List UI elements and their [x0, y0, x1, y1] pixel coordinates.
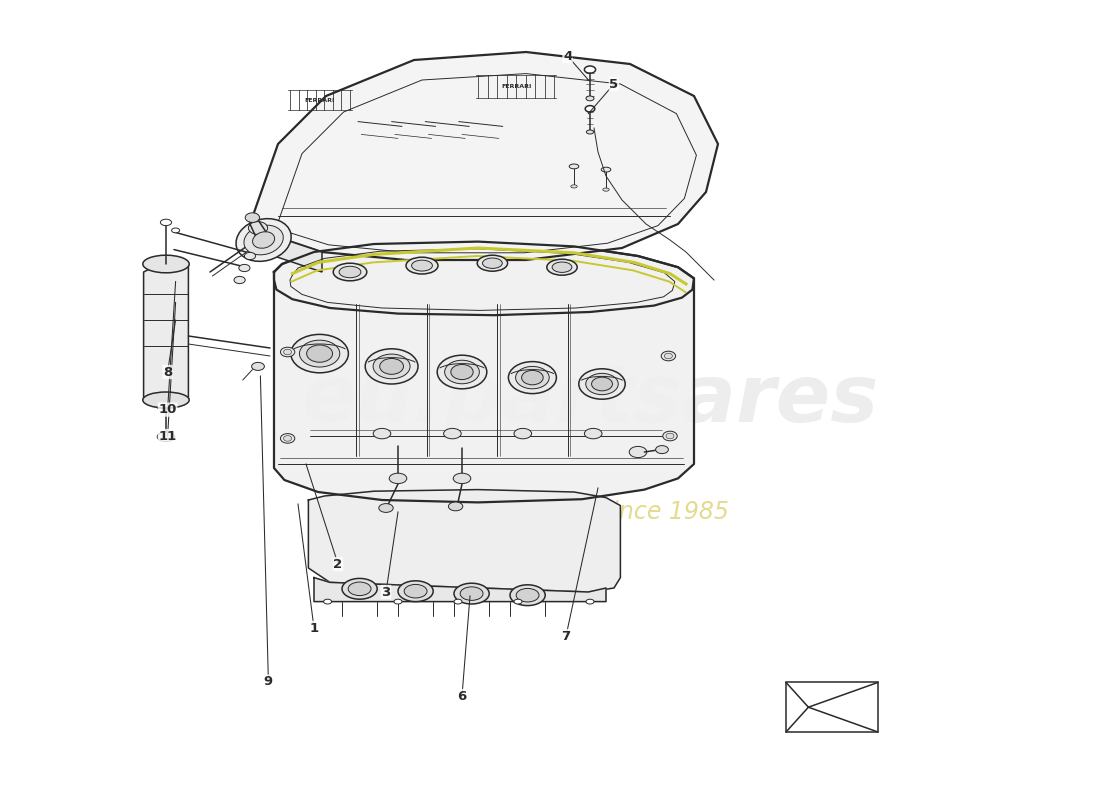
- Ellipse shape: [516, 589, 539, 602]
- Ellipse shape: [244, 225, 284, 255]
- Ellipse shape: [514, 429, 531, 438]
- Ellipse shape: [592, 377, 613, 391]
- Ellipse shape: [299, 340, 340, 367]
- Ellipse shape: [333, 263, 366, 281]
- Text: 3: 3: [382, 586, 390, 598]
- Ellipse shape: [404, 585, 427, 598]
- Ellipse shape: [664, 353, 672, 358]
- Ellipse shape: [245, 213, 260, 222]
- Ellipse shape: [249, 222, 267, 234]
- Ellipse shape: [585, 106, 595, 112]
- Ellipse shape: [349, 582, 371, 595]
- Ellipse shape: [290, 334, 349, 373]
- Ellipse shape: [244, 253, 255, 259]
- Ellipse shape: [586, 96, 594, 101]
- Ellipse shape: [284, 435, 292, 442]
- Polygon shape: [786, 682, 878, 732]
- Ellipse shape: [378, 504, 393, 512]
- Ellipse shape: [451, 365, 473, 379]
- Ellipse shape: [510, 585, 546, 606]
- Text: 7: 7: [561, 630, 571, 642]
- Ellipse shape: [460, 587, 483, 600]
- Ellipse shape: [252, 362, 264, 370]
- Text: 6: 6: [458, 690, 466, 702]
- Ellipse shape: [521, 370, 543, 385]
- Ellipse shape: [571, 185, 578, 188]
- Text: 4: 4: [563, 50, 572, 62]
- Ellipse shape: [443, 429, 461, 438]
- Ellipse shape: [398, 581, 433, 602]
- Ellipse shape: [584, 429, 602, 438]
- Polygon shape: [274, 242, 694, 315]
- Text: a passion for parts since 1985: a passion for parts since 1985: [372, 500, 728, 524]
- Ellipse shape: [508, 362, 557, 394]
- Polygon shape: [314, 578, 606, 602]
- Ellipse shape: [437, 355, 487, 389]
- Text: 8: 8: [163, 366, 173, 378]
- Ellipse shape: [514, 599, 522, 604]
- Polygon shape: [144, 264, 188, 408]
- Ellipse shape: [365, 349, 418, 384]
- Ellipse shape: [157, 432, 175, 442]
- Ellipse shape: [234, 276, 245, 284]
- Text: 9: 9: [264, 675, 273, 688]
- Text: 1: 1: [309, 622, 319, 634]
- Ellipse shape: [629, 446, 647, 458]
- Ellipse shape: [172, 228, 179, 233]
- Ellipse shape: [284, 349, 292, 354]
- Ellipse shape: [454, 599, 462, 604]
- Polygon shape: [274, 242, 694, 502]
- Ellipse shape: [602, 167, 610, 172]
- Text: 11: 11: [158, 430, 177, 442]
- Ellipse shape: [239, 264, 250, 272]
- Ellipse shape: [339, 266, 361, 278]
- Ellipse shape: [394, 599, 402, 604]
- Ellipse shape: [236, 218, 292, 262]
- Ellipse shape: [547, 259, 578, 275]
- Ellipse shape: [406, 258, 438, 274]
- Ellipse shape: [280, 347, 295, 357]
- Ellipse shape: [143, 392, 189, 408]
- Ellipse shape: [143, 255, 189, 273]
- Ellipse shape: [579, 369, 625, 399]
- Text: 10: 10: [158, 403, 177, 416]
- Ellipse shape: [586, 130, 594, 134]
- Ellipse shape: [603, 188, 609, 191]
- Ellipse shape: [663, 431, 678, 441]
- Text: 2: 2: [333, 558, 342, 570]
- Ellipse shape: [449, 502, 463, 510]
- Text: FERRARI: FERRARI: [305, 98, 334, 102]
- Ellipse shape: [342, 578, 377, 599]
- Ellipse shape: [454, 583, 490, 604]
- Ellipse shape: [477, 255, 507, 271]
- Ellipse shape: [389, 473, 407, 483]
- Ellipse shape: [307, 345, 332, 362]
- Ellipse shape: [253, 232, 275, 248]
- Ellipse shape: [656, 446, 669, 454]
- Ellipse shape: [453, 473, 471, 483]
- Ellipse shape: [516, 366, 549, 389]
- Ellipse shape: [379, 358, 404, 374]
- Ellipse shape: [661, 351, 675, 361]
- Ellipse shape: [280, 434, 295, 443]
- Polygon shape: [308, 490, 620, 592]
- Text: FERRARI: FERRARI: [502, 84, 531, 89]
- Text: 5: 5: [609, 78, 618, 90]
- Ellipse shape: [569, 164, 579, 169]
- Ellipse shape: [552, 262, 572, 272]
- Ellipse shape: [444, 360, 480, 384]
- Ellipse shape: [483, 258, 503, 268]
- Ellipse shape: [666, 434, 674, 438]
- Polygon shape: [250, 224, 322, 272]
- Ellipse shape: [584, 66, 595, 74]
- Ellipse shape: [586, 374, 618, 394]
- Ellipse shape: [411, 260, 432, 271]
- Ellipse shape: [323, 599, 331, 604]
- Ellipse shape: [586, 599, 594, 604]
- Polygon shape: [250, 52, 718, 260]
- Text: eu.partsares: eu.partsares: [301, 361, 879, 439]
- Ellipse shape: [373, 354, 410, 378]
- Ellipse shape: [373, 429, 390, 438]
- Ellipse shape: [161, 219, 172, 226]
